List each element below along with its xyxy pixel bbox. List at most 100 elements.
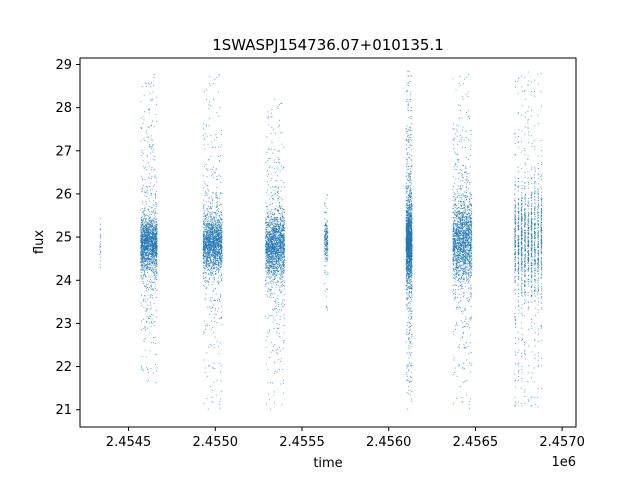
data-point (204, 183, 206, 185)
data-point (150, 194, 153, 196)
data-point (148, 206, 150, 208)
data-point (146, 254, 148, 256)
data-point (265, 239, 267, 241)
data-point (265, 205, 267, 207)
data-point (156, 279, 158, 281)
data-point (206, 287, 208, 289)
data-point (278, 359, 280, 361)
data-point (153, 259, 155, 261)
data-point (220, 263, 222, 265)
data-point (211, 258, 213, 260)
data-point (217, 222, 220, 224)
data-point (140, 254, 142, 256)
data-point (217, 222, 219, 224)
data-point (270, 342, 273, 344)
data-point (141, 260, 143, 262)
data-point (205, 229, 208, 231)
data-point (276, 161, 278, 163)
data-point (266, 117, 268, 119)
data-point (156, 274, 158, 276)
data-point (221, 224, 223, 226)
data-point (269, 267, 271, 269)
data-point (215, 242, 217, 244)
data-point (142, 281, 144, 283)
data-point (266, 226, 268, 228)
data-point (204, 280, 206, 282)
data-point (150, 240, 152, 242)
data-point (221, 192, 223, 194)
data-point (216, 245, 218, 247)
data-point (209, 228, 211, 230)
data-point (144, 205, 146, 207)
data-point (206, 246, 208, 248)
data-point (271, 276, 273, 278)
data-point (265, 294, 267, 296)
data-point (207, 193, 209, 195)
data-point (269, 250, 271, 252)
data-point (149, 228, 151, 230)
data-point (203, 144, 205, 146)
data-point (268, 115, 270, 117)
data-point (151, 193, 153, 195)
data-point (156, 247, 158, 249)
data-point (156, 227, 158, 229)
data-point (203, 222, 205, 224)
data-point (217, 236, 219, 238)
data-point (145, 267, 147, 269)
data-point (148, 258, 150, 260)
data-point (141, 304, 143, 306)
data-point (147, 264, 149, 266)
data-point (148, 275, 150, 277)
data-point (148, 217, 150, 219)
data-point (271, 109, 273, 111)
data-point (147, 245, 149, 247)
data-point (215, 236, 218, 238)
data-point (281, 217, 283, 219)
data-point (220, 222, 222, 224)
data-point (212, 192, 214, 194)
data-point (140, 218, 142, 220)
data-point (149, 251, 152, 253)
data-point (272, 220, 274, 222)
data-point (141, 201, 143, 203)
data-point (148, 109, 150, 111)
data-point (208, 258, 210, 260)
data-point (210, 168, 212, 170)
data-point (149, 108, 151, 110)
data-point (150, 225, 153, 227)
data-point (150, 325, 152, 327)
data-point (215, 219, 217, 221)
data-point (141, 149, 143, 151)
data-point (150, 294, 152, 296)
data-point (141, 269, 143, 271)
data-point (283, 280, 285, 282)
data-point (219, 254, 221, 256)
data-point (207, 206, 209, 208)
data-point (212, 236, 214, 238)
data-point (267, 257, 269, 259)
data-point (155, 247, 157, 249)
data-point (155, 120, 158, 122)
data-point (153, 281, 155, 283)
data-point (146, 251, 148, 253)
data-point (219, 215, 221, 217)
data-point (278, 271, 280, 273)
data-point (150, 82, 153, 84)
data-point (218, 230, 220, 232)
data-point (215, 137, 218, 139)
data-point (208, 283, 210, 285)
data-point (149, 244, 151, 246)
data-point (211, 218, 213, 220)
data-point (205, 98, 208, 100)
data-point (220, 214, 223, 216)
data-point (219, 243, 222, 245)
data-point (210, 236, 212, 238)
data-point (149, 287, 151, 289)
data-point (273, 194, 275, 196)
data-point (278, 327, 280, 329)
data-point (278, 311, 280, 313)
data-point (205, 276, 207, 278)
data-point (280, 132, 282, 134)
data-point (214, 271, 217, 273)
data-point (209, 344, 211, 346)
